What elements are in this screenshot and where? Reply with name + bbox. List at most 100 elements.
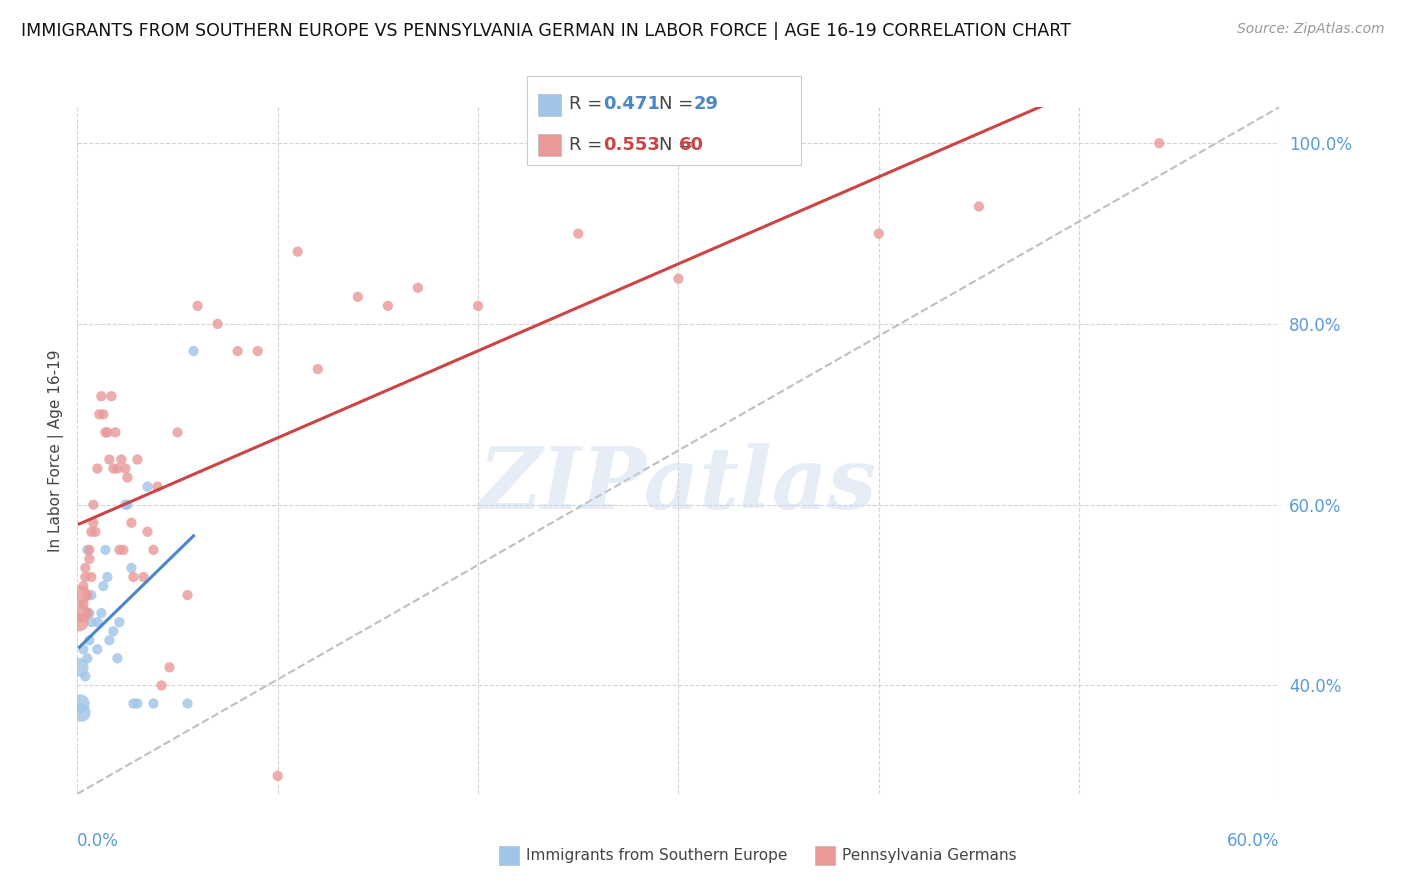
Point bbox=[104, 425, 127, 440]
Point bbox=[347, 290, 370, 304]
Point bbox=[94, 425, 117, 440]
Point bbox=[72, 642, 94, 657]
Point bbox=[90, 389, 112, 403]
Point bbox=[82, 498, 104, 512]
Point bbox=[142, 542, 165, 557]
Point bbox=[103, 461, 125, 475]
Text: 0.553: 0.553 bbox=[603, 136, 659, 153]
Text: 0.0%: 0.0% bbox=[77, 831, 120, 850]
Point bbox=[79, 606, 101, 620]
Point bbox=[127, 697, 149, 711]
Point bbox=[150, 678, 173, 692]
Point bbox=[90, 606, 112, 620]
Point bbox=[72, 579, 94, 593]
Point bbox=[94, 542, 117, 557]
Text: Immigrants from Southern Europe: Immigrants from Southern Europe bbox=[526, 848, 787, 863]
Point bbox=[267, 769, 290, 783]
Point bbox=[96, 570, 118, 584]
Text: 0.471: 0.471 bbox=[603, 95, 659, 113]
Point bbox=[79, 552, 101, 566]
Point bbox=[100, 389, 122, 403]
Text: 60: 60 bbox=[679, 136, 704, 153]
Point bbox=[467, 299, 489, 313]
Text: ZIPatlas: ZIPatlas bbox=[479, 443, 877, 526]
Point bbox=[67, 615, 90, 630]
Point bbox=[69, 697, 91, 711]
Point bbox=[768, 136, 790, 151]
Text: Source: ZipAtlas.com: Source: ZipAtlas.com bbox=[1237, 22, 1385, 37]
Point bbox=[176, 697, 198, 711]
Point bbox=[122, 697, 145, 711]
Point bbox=[406, 281, 429, 295]
Point bbox=[207, 317, 229, 331]
Point bbox=[75, 561, 97, 575]
Point bbox=[377, 299, 399, 313]
Text: 60.0%: 60.0% bbox=[1227, 831, 1279, 850]
Point bbox=[82, 516, 104, 530]
Point bbox=[120, 561, 142, 575]
Point bbox=[183, 344, 205, 359]
Point bbox=[117, 470, 139, 484]
Point bbox=[86, 642, 108, 657]
Point bbox=[112, 542, 135, 557]
Point bbox=[75, 570, 97, 584]
Point bbox=[117, 498, 139, 512]
Text: N =: N = bbox=[659, 95, 699, 113]
Point bbox=[80, 588, 103, 602]
Point bbox=[70, 706, 93, 720]
Point bbox=[159, 660, 181, 674]
Point bbox=[122, 570, 145, 584]
Point bbox=[107, 651, 129, 665]
Point bbox=[72, 597, 94, 611]
Point bbox=[93, 407, 115, 421]
Point bbox=[176, 588, 198, 602]
Point bbox=[80, 570, 103, 584]
Point bbox=[108, 615, 131, 630]
Point bbox=[70, 606, 93, 620]
Point bbox=[967, 199, 990, 213]
Point bbox=[103, 624, 125, 639]
Point bbox=[146, 480, 169, 494]
Text: 29: 29 bbox=[693, 95, 718, 113]
Point bbox=[132, 570, 155, 584]
Point bbox=[110, 452, 132, 467]
Point bbox=[120, 516, 142, 530]
Point bbox=[142, 697, 165, 711]
Point bbox=[166, 425, 188, 440]
Point bbox=[86, 461, 108, 475]
Point bbox=[567, 227, 589, 241]
Y-axis label: In Labor Force | Age 16-19: In Labor Force | Age 16-19 bbox=[48, 349, 65, 552]
Point bbox=[114, 461, 136, 475]
Point bbox=[187, 299, 209, 313]
Point bbox=[93, 579, 115, 593]
Point bbox=[80, 524, 103, 539]
Point bbox=[79, 542, 101, 557]
Point bbox=[98, 452, 121, 467]
Point bbox=[96, 425, 118, 440]
Text: Pennsylvania Germans: Pennsylvania Germans bbox=[842, 848, 1017, 863]
Point bbox=[80, 615, 103, 630]
Point bbox=[84, 524, 107, 539]
Point bbox=[127, 452, 149, 467]
Text: N =: N = bbox=[659, 136, 699, 153]
Point bbox=[668, 271, 690, 285]
Point bbox=[1149, 136, 1171, 151]
Point bbox=[226, 344, 249, 359]
Point bbox=[79, 633, 101, 648]
Point bbox=[86, 615, 108, 630]
Point bbox=[868, 227, 890, 241]
Text: R =: R = bbox=[569, 136, 609, 153]
Text: R =: R = bbox=[569, 95, 609, 113]
Point bbox=[76, 651, 98, 665]
Point bbox=[76, 606, 98, 620]
Point bbox=[136, 524, 159, 539]
Point bbox=[287, 244, 309, 259]
Point bbox=[136, 480, 159, 494]
Point bbox=[307, 362, 329, 376]
Point bbox=[70, 588, 93, 602]
Point bbox=[246, 344, 269, 359]
Point bbox=[75, 669, 97, 683]
Point bbox=[114, 498, 136, 512]
Point bbox=[89, 407, 111, 421]
Point bbox=[76, 588, 98, 602]
